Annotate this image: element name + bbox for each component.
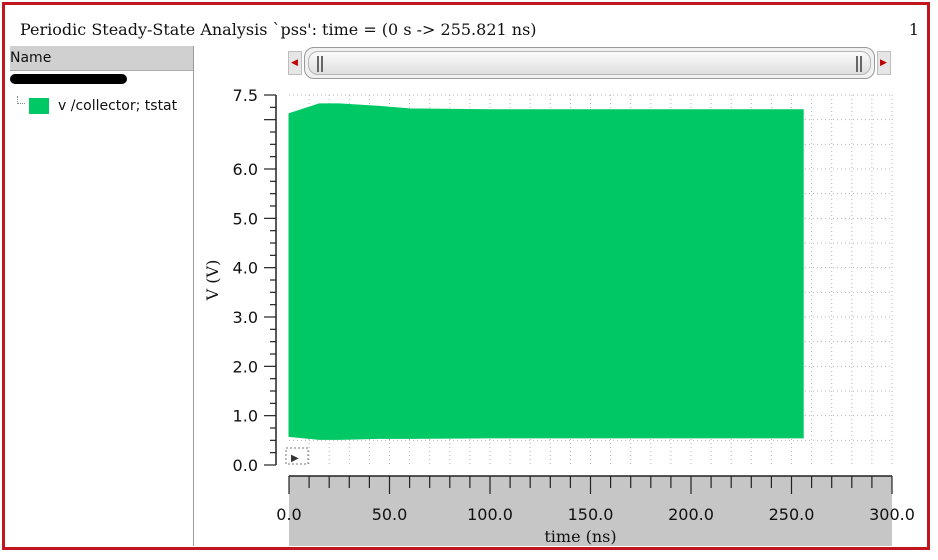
right-grip-handle[interactable] <box>856 56 862 72</box>
name-column-header[interactable]: Name <box>10 46 193 71</box>
x-tick-label: 50.0 <box>372 505 408 524</box>
play-icon: ▶ <box>291 453 299 464</box>
y-tick-label: 4.0 <box>233 259 258 278</box>
x-tick-label: 250.0 <box>769 505 815 524</box>
y-tick-label: 0.0 <box>233 456 258 475</box>
time-scrollbar[interactable]: ◀ ▶ <box>288 46 891 80</box>
x-tick-label: 0.0 <box>276 505 301 524</box>
arrow-left-icon[interactable]: ◀ <box>288 51 302 75</box>
signal-list-panel: Name v /collector; tstat <box>10 46 194 546</box>
x-axis[interactable]: 0.0 50.0 100.0 150.0 200.0 250.0 300.0 <box>276 475 915 546</box>
series-layer <box>288 103 804 440</box>
left-grip-handle[interactable] <box>317 56 323 72</box>
y-tick-label: 1.0 <box>233 407 258 426</box>
scrollbar-thumb[interactable] <box>308 51 871 75</box>
series-envelope-collector[interactable] <box>288 103 804 440</box>
y-tick-label: 3.0 <box>233 308 258 327</box>
x-tick-label: 100.0 <box>467 505 513 524</box>
y-tick-label: 6.0 <box>233 160 258 179</box>
tree-connector-icon <box>17 96 25 104</box>
window-title: Periodic Steady-State Analysis `pss': ti… <box>20 20 537 39</box>
scrollbar-track[interactable] <box>304 47 875 79</box>
y-tick-label: 7.5 <box>233 86 258 105</box>
x-tick-label: 200.0 <box>668 505 714 524</box>
title-bar: Periodic Steady-State Analysis `pss': ti… <box>11 14 925 40</box>
y-tick-label: 2.0 <box>233 357 258 376</box>
window-number: 1 <box>908 20 919 39</box>
x-tick-label: 150.0 <box>568 505 614 524</box>
signal-color-swatch[interactable] <box>29 98 49 114</box>
zoom-box-icon[interactable] <box>285 447 309 465</box>
arrow-right-icon[interactable]: ▶ <box>877 51 891 75</box>
y-tick-label: 5.0 <box>233 209 258 228</box>
signal-item-collector[interactable]: v /collector; tstat <box>58 98 178 114</box>
x-tick-label: 300.0 <box>869 505 915 524</box>
redacted-label <box>10 74 127 84</box>
y-axis: 0.0 1.0 2.0 3.0 4.0 5.0 6.0 7.5 <box>233 86 277 475</box>
x-axis-title: time (ns) <box>544 527 616 546</box>
y-axis-title: V (V) <box>203 260 222 302</box>
